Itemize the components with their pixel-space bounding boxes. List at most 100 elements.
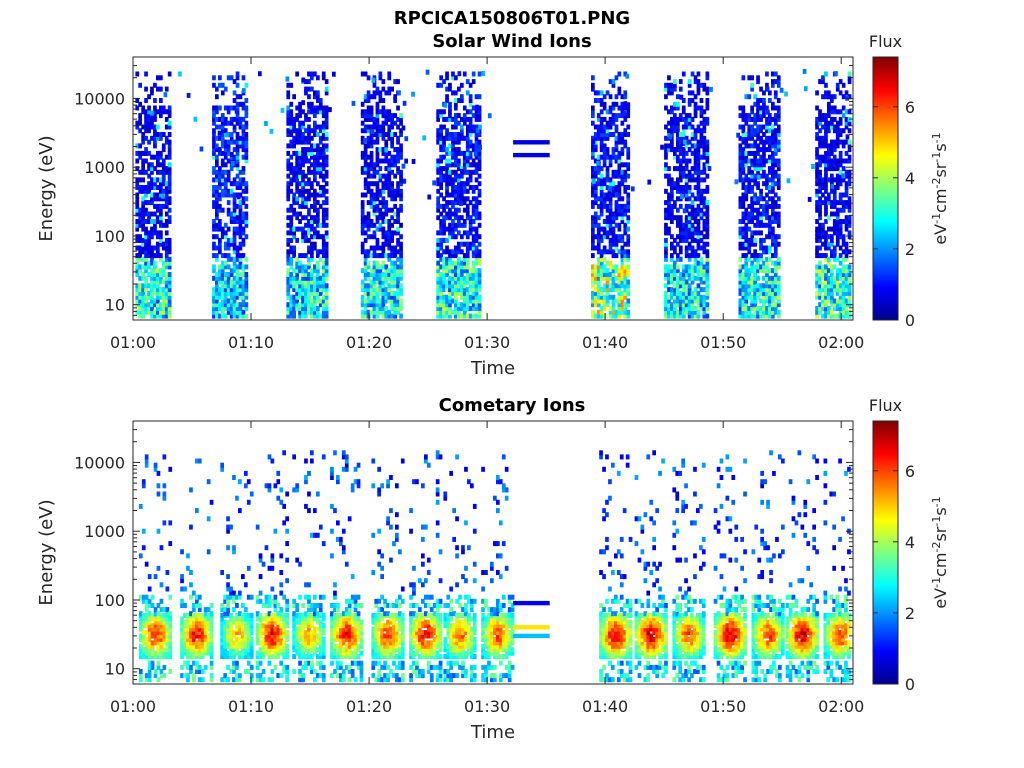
- flux-cell: [316, 268, 320, 274]
- flux-cell: [321, 120, 326, 126]
- flux-cell: [773, 215, 778, 221]
- flux-cell: [605, 294, 610, 300]
- flux-cell: [366, 181, 371, 187]
- flux-cell: [605, 275, 610, 281]
- flux-cell: [241, 313, 246, 319]
- flux-cell: [363, 222, 368, 228]
- flux-cell: [381, 264, 386, 270]
- flux-cell: [244, 188, 249, 194]
- flux-cell: [670, 192, 674, 198]
- flux-cell: [750, 260, 754, 266]
- flux-cell: [241, 298, 246, 304]
- flux-cell: [699, 128, 704, 134]
- flux-cell: [477, 109, 482, 115]
- flux-cell: [471, 185, 476, 190]
- flux-cell: [678, 143, 683, 149]
- flux-cell: [738, 154, 743, 160]
- flux-cell: [232, 215, 237, 221]
- flux-cell: [687, 298, 692, 304]
- flux-cell: [765, 147, 769, 153]
- flux-cell: [161, 290, 166, 296]
- flux-cell: [753, 166, 757, 172]
- flux-cell: [235, 105, 240, 111]
- flux-cell: [670, 90, 674, 96]
- flux-cell: [156, 109, 160, 115]
- flux-cell: [471, 128, 476, 134]
- flux-cell: [765, 245, 769, 251]
- flux-cell: [702, 309, 707, 315]
- flux-cell: [375, 237, 380, 243]
- flux-cell: [617, 268, 622, 274]
- flux-cell: [399, 177, 403, 183]
- flux-cell: [681, 185, 686, 190]
- flux-cell: [471, 253, 476, 259]
- flux-cell: [803, 86, 808, 92]
- flux-cell: [156, 177, 160, 183]
- flux-cell: [824, 283, 828, 289]
- flux-cell: [135, 200, 140, 206]
- flux-cell: [159, 302, 163, 308]
- flux-cell: [830, 143, 834, 149]
- flux-cell: [768, 98, 772, 103]
- flux-cell: [375, 196, 380, 202]
- flux-cell: [753, 94, 757, 100]
- flux-cell: [684, 283, 689, 289]
- flux-cell: [153, 222, 157, 228]
- flux-cell: [608, 249, 613, 255]
- flux-cell: [215, 275, 219, 281]
- flux-cell: [378, 264, 383, 270]
- flux-cell: [153, 166, 157, 172]
- flux-cell: [815, 272, 819, 277]
- flux-cell: [289, 275, 294, 281]
- flux-cell: [384, 290, 389, 296]
- flux-cell: [384, 109, 389, 115]
- flux-cell: [844, 150, 849, 156]
- flux-cell: [681, 132, 686, 137]
- flux-cell: [396, 302, 400, 308]
- flux-cell: [684, 287, 689, 293]
- flux-cell: [451, 234, 455, 240]
- flux-cell: [756, 135, 760, 141]
- flux-cell: [448, 275, 452, 281]
- flux-cell: [232, 302, 237, 308]
- flux-cell: [696, 302, 701, 308]
- flux-cell: [611, 192, 616, 198]
- flux-cell: [687, 147, 692, 153]
- flux-cell: [215, 272, 219, 277]
- flux-cell: [667, 128, 671, 134]
- flux-cell: [678, 313, 683, 319]
- flux-cell: [599, 135, 604, 141]
- flux-cell: [776, 147, 781, 153]
- flux-cell: [442, 283, 446, 289]
- flux-cell: [744, 234, 749, 240]
- flux-cell: [620, 275, 625, 281]
- flux-cell: [702, 116, 707, 122]
- flux-cell: [705, 120, 710, 126]
- flux-cell: [705, 143, 710, 149]
- flux-cell: [599, 143, 604, 149]
- flux-cell: [762, 169, 766, 175]
- flux-cell: [681, 150, 686, 156]
- flux-cell: [229, 287, 234, 293]
- flux-cell: [167, 302, 172, 308]
- flux-cell: [747, 135, 752, 141]
- flux-cell: [702, 302, 707, 308]
- flux-cell: [768, 275, 772, 281]
- flux-cell: [286, 272, 291, 277]
- flux-cell: [393, 203, 397, 209]
- flux-cell: [316, 294, 320, 300]
- flux-cell: [241, 116, 246, 122]
- flux-cell: [178, 71, 182, 77]
- flux-cell: [220, 306, 225, 311]
- flux-cell: [390, 283, 394, 289]
- flux-cell: [167, 185, 172, 190]
- flux-cell: [360, 309, 365, 315]
- flux-cell: [835, 86, 840, 92]
- flux-cell: [750, 302, 754, 308]
- flux-cell: [226, 207, 231, 213]
- flux-cell: [771, 306, 775, 311]
- flux-cell: [324, 113, 329, 119]
- flux-cell: [220, 90, 225, 96]
- flux-cell: [301, 200, 305, 206]
- flux-cell: [667, 275, 671, 281]
